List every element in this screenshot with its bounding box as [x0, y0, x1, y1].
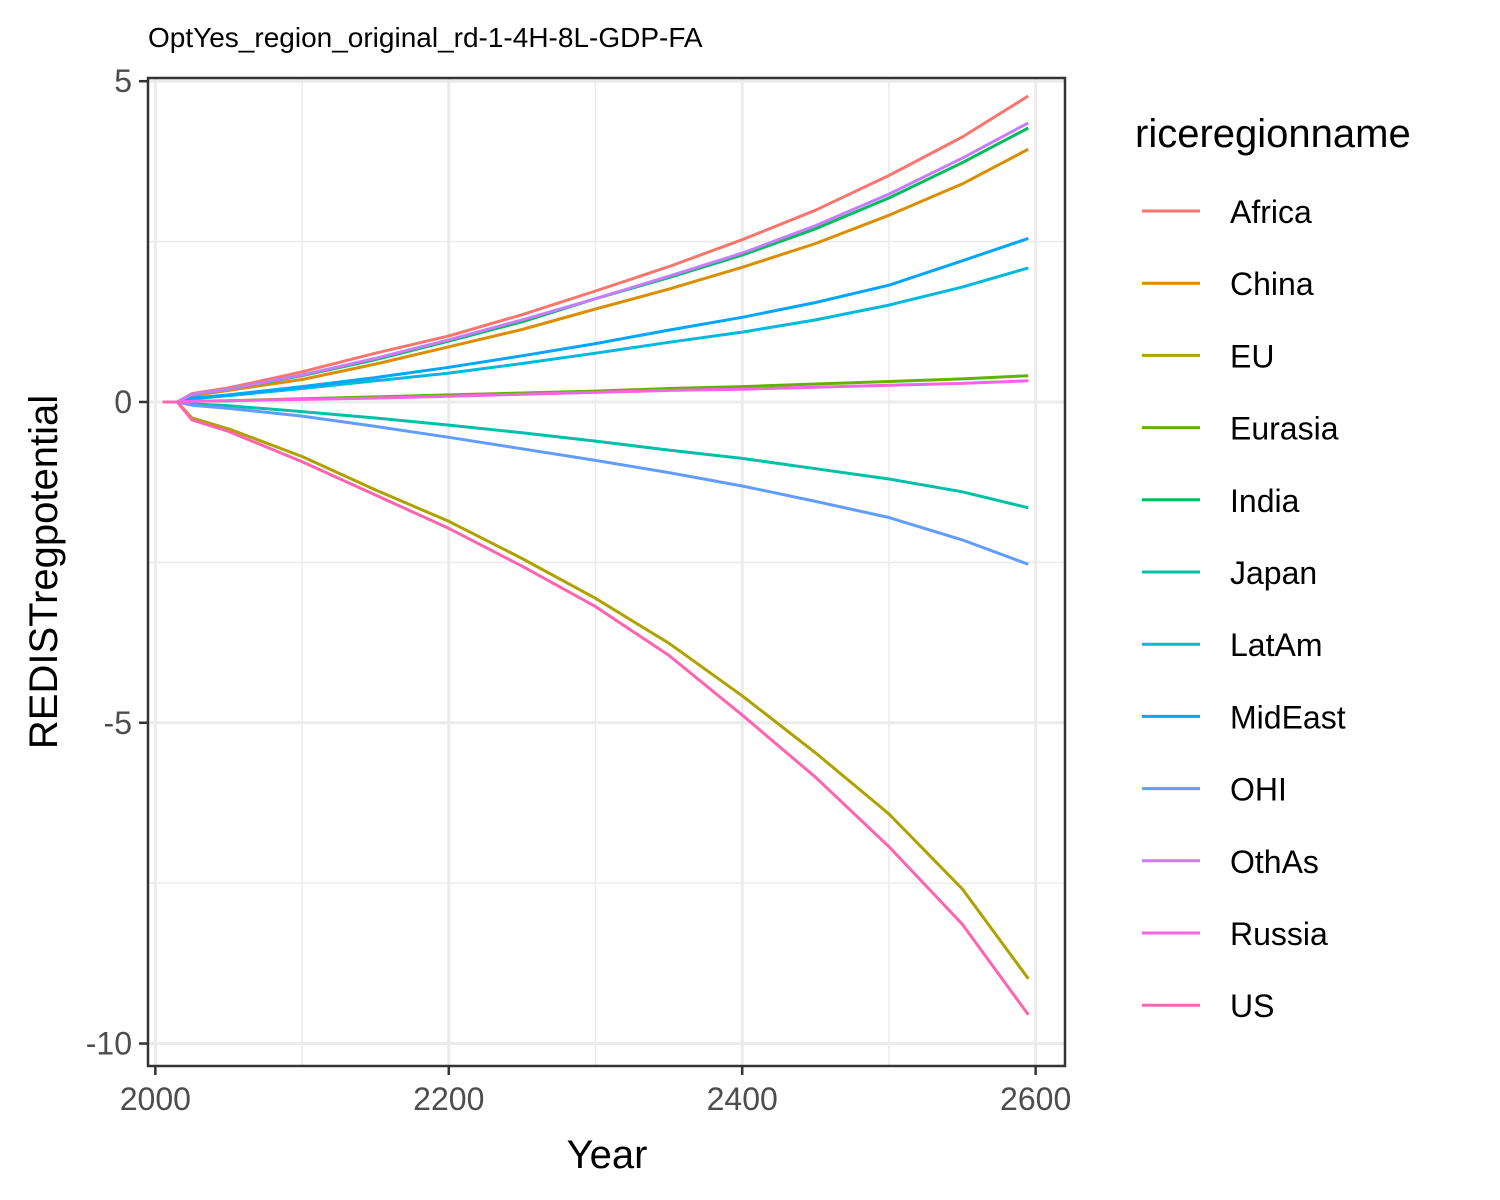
legend-label-othas: OthAs — [1230, 844, 1319, 880]
plot-border — [146, 76, 1067, 1068]
y-axis-title: REDISTregpotential — [22, 395, 66, 749]
legend-label-mideast: MidEast — [1230, 699, 1346, 735]
x-tick-label: 2200 — [413, 1081, 484, 1117]
legend-label-us: US — [1230, 988, 1274, 1024]
x-tick-label: 2000 — [120, 1081, 191, 1117]
legend-label-ohi: OHI — [1230, 772, 1287, 808]
legend-label-eurasia: Eurasia — [1230, 411, 1339, 447]
legend-items: Africa China EU Eurasia India Japan LatAm MidEa… — [1142, 194, 1346, 1024]
y-tick-label: 0 — [114, 384, 132, 420]
legend-label-africa: Africa — [1230, 194, 1312, 230]
series-line-mideast — [162, 236, 1029, 404]
legend-label-japan: Japan — [1230, 555, 1317, 591]
legend-label-china: China — [1230, 266, 1314, 302]
legend-label-eu: EU — [1230, 338, 1274, 374]
series-line-japan — [162, 400, 1029, 510]
x-tick-label: 2600 — [1000, 1081, 1071, 1117]
y-tick-label: -10 — [86, 1026, 132, 1062]
legend-title: riceregionname — [1135, 112, 1411, 156]
y-axis: -10 -5 0 5 — [86, 63, 148, 1062]
x-tick-label: 2400 — [707, 1081, 778, 1117]
legend-label-russia: Russia — [1230, 916, 1328, 952]
series-line-russia — [162, 379, 1029, 404]
series-line-us — [162, 400, 1030, 1016]
chart-title: OptYes_region_original_rd-1-4H-8L-GDP-FA — [148, 22, 703, 53]
series-lines — [162, 94, 1030, 1016]
series-line-ohi — [162, 400, 1029, 566]
grid — [148, 78, 1065, 1066]
x-axis: 2000 2200 2400 2600 — [120, 1066, 1071, 1117]
series-line-othas — [162, 121, 1030, 404]
y-tick-label: -5 — [104, 705, 132, 741]
series-line-eu — [162, 400, 1030, 980]
legend: riceregionname Africa China EU Eurasia India… — [1135, 112, 1411, 1024]
x-axis-title: Year — [567, 1133, 648, 1177]
legend-label-latam: LatAm — [1230, 627, 1322, 663]
legend-label-india: India — [1230, 483, 1300, 519]
y-tick-label: 5 — [114, 63, 132, 99]
